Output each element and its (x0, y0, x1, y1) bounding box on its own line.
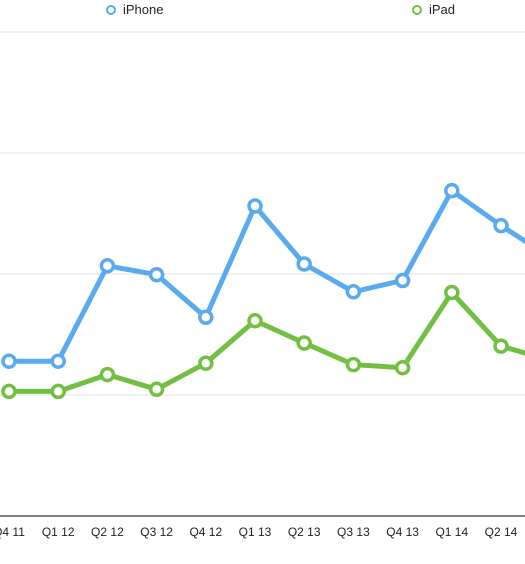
legend-marker-ipad (412, 4, 422, 15)
data-point-iphone (99, 258, 116, 274)
data-point-ipad (50, 383, 66, 400)
legend-label-ipad: iPad (429, 2, 456, 17)
data-point-iphone (148, 266, 165, 283)
legend-marker-iphone (106, 4, 116, 15)
data-point-ipad (394, 359, 411, 376)
data-point-ipad (493, 338, 509, 354)
data-point-ipad (296, 335, 312, 351)
x-tick-label: Q1 13 (239, 525, 272, 539)
x-tick-label: Q2 14 (485, 525, 518, 539)
gridlines (0, 31, 525, 517)
x-tick-label: Q1 12 (42, 525, 75, 539)
series-points (1, 182, 509, 400)
data-point-iphone (1, 353, 17, 369)
data-point-ipad (148, 381, 165, 398)
data-point-ipad (444, 284, 460, 301)
data-point-iphone (394, 272, 411, 289)
x-axis-tick-labels: Q4 11 Q1 12 Q2 12 Q3 12 Q4 12 Q1 13 Q2 13 Q3 13… (0, 525, 518, 539)
series-line-iphone (6, 188, 525, 364)
data-point-ipad (99, 366, 116, 383)
data-point-ipad (345, 356, 362, 373)
series-line-ipad (6, 290, 525, 394)
legend-label-iphone: iPhone (123, 2, 164, 17)
x-tick-label: Q1 14 (435, 525, 468, 539)
data-point-ipad (247, 312, 263, 329)
data-point-ipad (1, 383, 17, 400)
x-tick-label: Q3 13 (337, 525, 370, 539)
legend-entry-ipad: iPad (412, 2, 455, 17)
series-lines (6, 188, 525, 394)
data-point-ipad (198, 355, 214, 371)
x-tick-label: Q4 13 (386, 525, 419, 539)
x-tick-label: Q2 13 (288, 525, 321, 539)
data-point-iphone (247, 198, 263, 214)
data-point-iphone (50, 353, 66, 369)
data-point-iphone (198, 309, 214, 326)
x-tick-label: Q4 11 (0, 525, 25, 539)
legend-entry-iphone: iPhone (106, 2, 163, 17)
data-point-iphone (345, 284, 362, 300)
data-point-iphone (296, 256, 312, 272)
x-tick-label: Q3 12 (140, 525, 173, 539)
data-point-iphone (444, 182, 460, 199)
x-tick-label: Q4 12 (189, 525, 222, 539)
x-tick-label: Q2 12 (91, 525, 124, 539)
data-point-iphone (493, 217, 509, 234)
